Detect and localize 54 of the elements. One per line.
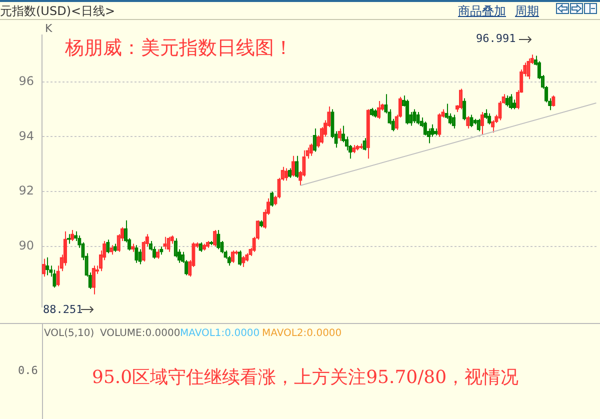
candlestick xyxy=(526,58,530,80)
candlestick xyxy=(498,100,502,121)
candlestick xyxy=(142,240,146,262)
candlestick xyxy=(291,155,296,177)
candlestick xyxy=(312,128,316,152)
text: K xyxy=(45,22,52,35)
chart-title: 杨朋威：美元指数日线图！ xyxy=(65,36,293,61)
candlestick xyxy=(309,143,313,156)
candlestick xyxy=(362,138,366,151)
text: MAVOL1:0.0000 xyxy=(180,328,260,339)
candlestick xyxy=(295,155,299,178)
y-tick-label: 96 xyxy=(18,74,34,88)
text: 元指数(USD)<日线> xyxy=(0,3,116,20)
candlestick xyxy=(138,248,142,265)
text: 0.6 xyxy=(18,364,38,377)
candlestick xyxy=(438,112,442,138)
text: MAVOL2:0.0000 xyxy=(262,328,342,339)
candlestick xyxy=(466,116,470,129)
candlestick xyxy=(462,98,466,121)
candlestick xyxy=(412,108,416,124)
y-tick-label: 92 xyxy=(18,184,34,198)
candlestick xyxy=(106,239,110,254)
candlestick xyxy=(452,114,456,129)
text: 95.0区域守住继续看涨，上方关注95.70/80，视情况 xyxy=(92,366,519,389)
candlestick xyxy=(110,244,114,256)
candlestick xyxy=(288,168,292,178)
text: 商品叠加 xyxy=(458,3,506,20)
candlestick xyxy=(92,265,96,295)
candlestick xyxy=(423,121,427,136)
candlestick xyxy=(470,114,474,128)
candlestick xyxy=(366,108,370,160)
candlestick xyxy=(230,250,235,264)
annotation: 96.991 xyxy=(476,32,516,45)
text: VOLUME:0.0000 xyxy=(100,328,180,339)
y-tick-label: 94 xyxy=(18,128,34,143)
candlestick xyxy=(213,229,217,247)
candlestick xyxy=(416,112,420,125)
y-tick-label: 90 xyxy=(18,238,34,253)
text: 周期 xyxy=(515,3,539,20)
candlestick xyxy=(270,191,274,208)
text: VOL(5,10) xyxy=(44,328,94,339)
candlestick xyxy=(552,95,556,108)
candlestick xyxy=(405,99,410,125)
candlestick xyxy=(444,103,448,120)
candlestick xyxy=(52,269,56,288)
candlestick xyxy=(238,250,242,266)
candlestick xyxy=(458,88,463,110)
candlestick xyxy=(512,99,516,110)
candlestick xyxy=(174,238,178,258)
candlestick xyxy=(216,229,220,250)
candlestick xyxy=(134,244,138,264)
annotation: 88.251 xyxy=(43,303,83,316)
candlestick xyxy=(163,236,167,250)
candlestick xyxy=(166,236,170,252)
